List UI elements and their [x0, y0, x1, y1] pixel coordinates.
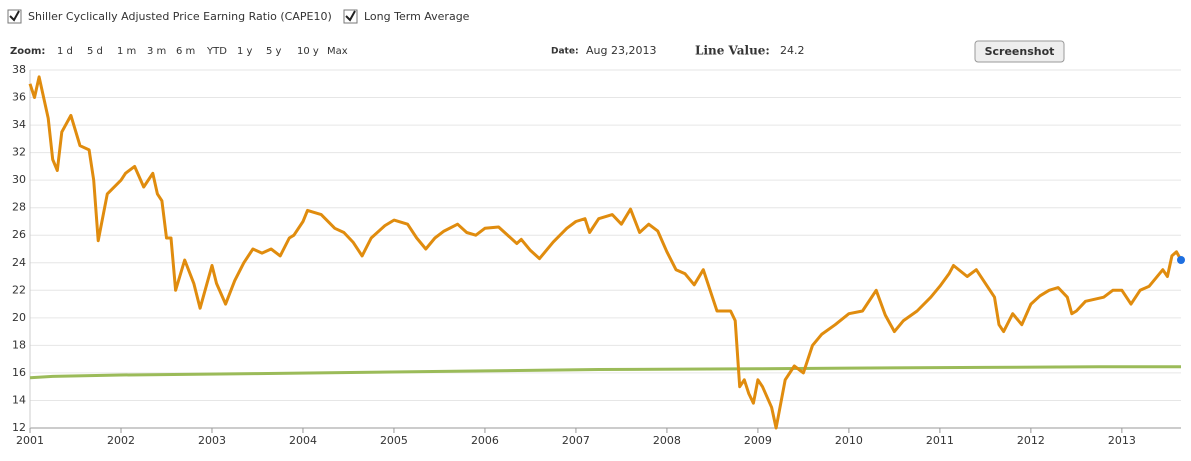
y-tick-label: 36: [12, 91, 26, 104]
x-tick-label: 2001: [16, 434, 44, 447]
zoom-option[interactable]: Max: [327, 46, 348, 57]
legend-entry[interactable]: Long Term Average: [364, 10, 470, 23]
zoom-option[interactable]: 10 y: [297, 46, 319, 57]
y-tick-label: 12: [12, 421, 26, 434]
x-tick-label: 2003: [198, 434, 226, 447]
y-tick-label: 16: [12, 366, 26, 379]
zoom-option[interactable]: 6 m: [176, 46, 195, 57]
x-tick-label: 2004: [289, 434, 317, 447]
zoom-option[interactable]: 5 d: [87, 46, 103, 57]
x-tick-label: 2007: [562, 434, 590, 447]
button-label[interactable]: Screenshot: [985, 45, 1055, 58]
y-tick-label: 20: [12, 311, 26, 324]
x-tick-label: 2012: [1017, 434, 1045, 447]
y-tick-label: 18: [12, 338, 26, 351]
x-tick-label: 2010: [835, 434, 863, 447]
date-value: Aug 23,2013: [586, 44, 656, 57]
series-line: [29, 365, 1181, 380]
x-tick-label: 2006: [471, 434, 499, 447]
screenshot-button[interactable]: [974, 40, 1065, 63]
check-mark: [345, 10, 356, 22]
zoom-option[interactable]: 1 m: [117, 46, 136, 57]
y-tick-label: 30: [12, 173, 26, 186]
check-mark: [9, 10, 20, 22]
zoom-option[interactable]: 3 m: [147, 46, 166, 57]
y-tick-label: 28: [12, 201, 26, 214]
legend-entry[interactable]: Shiller Cyclically Adjusted Price Earnin…: [28, 10, 332, 23]
x-tick-label: 2002: [107, 434, 135, 447]
value-marker: [1177, 256, 1185, 265]
line-value-label: Line Value:: [695, 44, 770, 58]
zoom-option[interactable]: 1 d: [57, 46, 73, 57]
zoom-option[interactable]: 1 y: [237, 46, 253, 57]
y-tick-label: 32: [12, 146, 26, 159]
line-value: 24.2: [780, 44, 805, 57]
y-tick-label: 14: [12, 393, 26, 406]
y-tick-label: 38: [12, 63, 26, 76]
zoom-option[interactable]: 5 y: [266, 46, 282, 57]
date-label: Date:: [551, 47, 579, 57]
y-tick-label: 22: [12, 283, 26, 296]
y-tick-label: 26: [12, 228, 26, 241]
x-tick-label: 2011: [926, 434, 954, 447]
zoom-option[interactable]: YTD: [206, 46, 227, 57]
zoom-label: Zoom:: [10, 46, 45, 57]
x-tick-label: 2013: [1108, 434, 1136, 447]
x-tick-label: 2008: [653, 434, 681, 447]
y-tick-label: 34: [12, 118, 26, 131]
y-tick-label: 24: [12, 256, 26, 269]
x-tick-label: 2005: [380, 434, 408, 447]
x-tick-label: 2009: [744, 434, 772, 447]
series-line: [28, 75, 1183, 430]
